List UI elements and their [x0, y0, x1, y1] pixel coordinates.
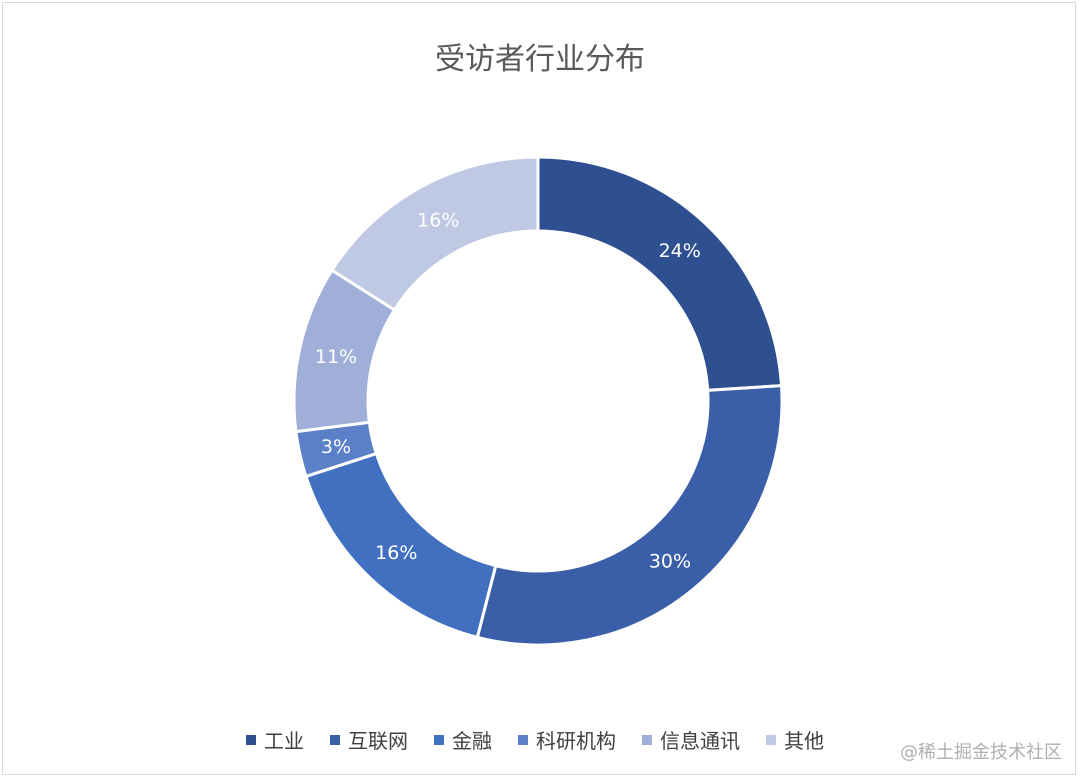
data-label-4: 11% [315, 346, 357, 368]
legend-label: 信息通讯 [660, 729, 740, 753]
slice-5 [329, 155, 540, 312]
legend-item: 工业 [246, 725, 304, 754]
slice-0 [536, 155, 784, 392]
data-label-1: 30% [649, 550, 691, 572]
watermark: @稀土掘金技术社区 [900, 742, 1062, 763]
legend-label: 科研机构 [536, 729, 616, 753]
slice-1 [475, 384, 784, 647]
legend-label: 其他 [784, 729, 824, 753]
legend-label: 金融 [452, 729, 492, 753]
legend-item: 信息通讯 [642, 725, 740, 754]
data-label-3: 3% [321, 436, 351, 458]
legend-item: 金融 [434, 725, 492, 754]
data-label-5: 16% [417, 210, 459, 232]
legend-item: 互联网 [330, 725, 408, 754]
data-label-2: 16% [375, 542, 417, 564]
data-label-0: 24% [659, 240, 701, 262]
legend-swatch [642, 734, 652, 745]
legend-item: 科研机构 [518, 725, 616, 754]
legend-swatch [246, 734, 256, 745]
legend-label: 互联网 [348, 729, 408, 753]
legend-swatch [766, 734, 776, 745]
legend-label: 工业 [264, 729, 304, 753]
legend-swatch [434, 734, 444, 745]
chart-title: 受访者行业分布 [435, 42, 645, 77]
legend-swatch [518, 734, 528, 745]
legend: 工业 互联网 金融 科研机构 信息通讯 其他 [0, 725, 1080, 754]
legend-swatch [330, 734, 340, 745]
legend-item: 其他 [766, 725, 824, 754]
